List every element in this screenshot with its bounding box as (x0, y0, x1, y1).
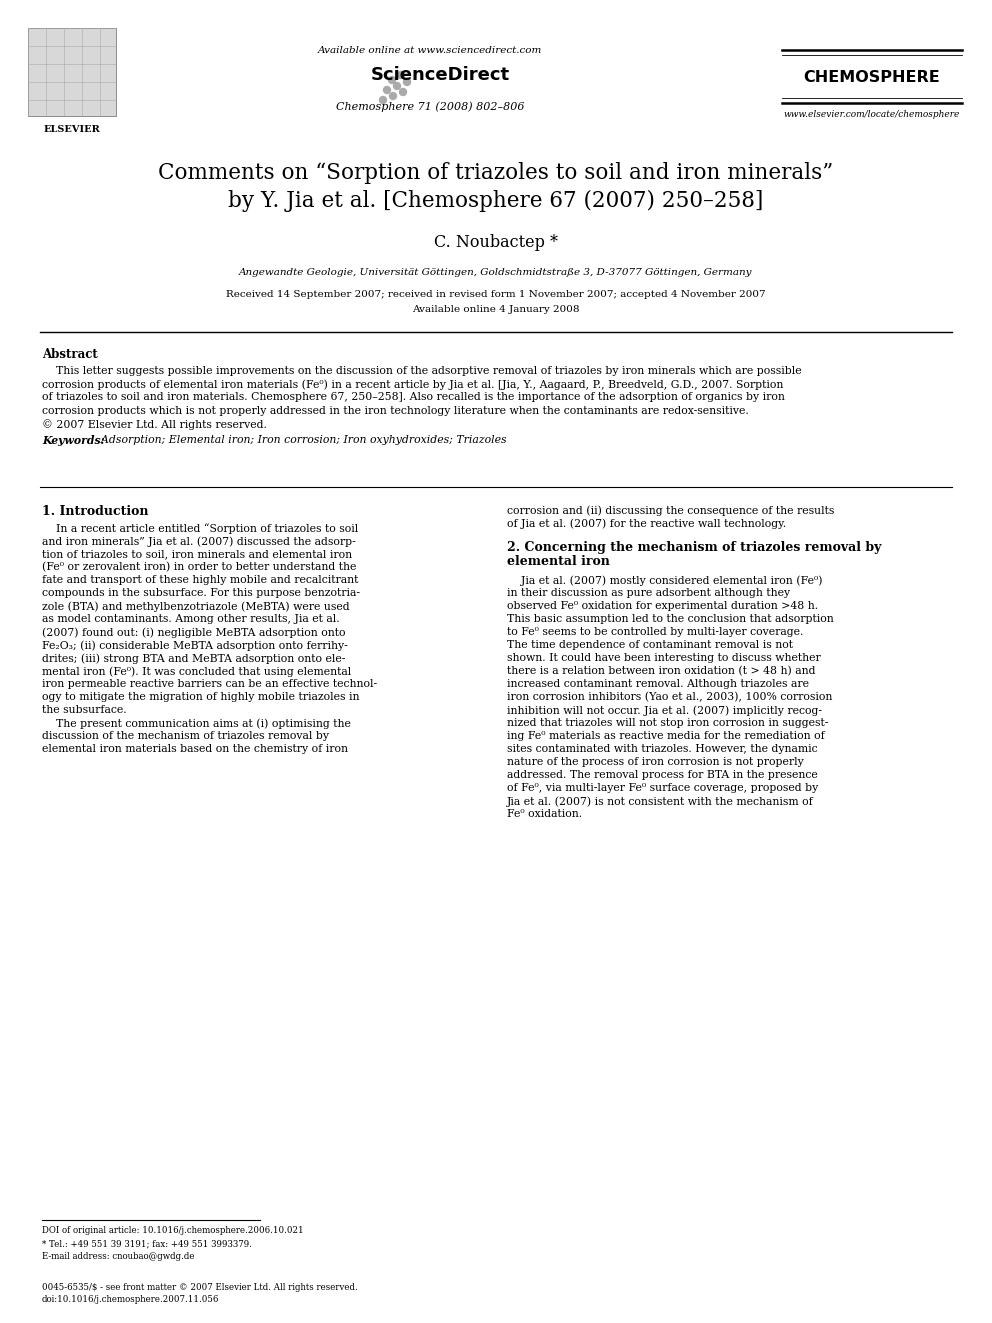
Text: ELSEVIER: ELSEVIER (44, 124, 100, 134)
Text: (2007) found out: (i) negligible MeBTA adsorption onto: (2007) found out: (i) negligible MeBTA a… (42, 627, 345, 638)
Text: drites; (iii) strong BTA and MeBTA adsorption onto ele-: drites; (iii) strong BTA and MeBTA adsor… (42, 654, 345, 664)
Circle shape (394, 82, 401, 90)
Text: E-mail address: cnoubao@gwdg.de: E-mail address: cnoubao@gwdg.de (42, 1252, 194, 1261)
Text: 0045-6535/$ - see front matter © 2007 Elsevier Ltd. All rights reserved.: 0045-6535/$ - see front matter © 2007 El… (42, 1283, 358, 1293)
Text: Available online 4 January 2008: Available online 4 January 2008 (413, 306, 579, 314)
Text: Comments on “Sorption of triazoles to soil and iron minerals”: Comments on “Sorption of triazoles to so… (159, 161, 833, 184)
Text: ing Fe⁰ materials as reactive media for the remediation of: ing Fe⁰ materials as reactive media for … (507, 732, 824, 741)
Text: www.elsevier.com/locate/chemosphere: www.elsevier.com/locate/chemosphere (784, 110, 960, 119)
Text: addressed. The removal process for BTA in the presence: addressed. The removal process for BTA i… (507, 770, 817, 781)
Text: of Fe⁰, via multi-layer Fe⁰ surface coverage, proposed by: of Fe⁰, via multi-layer Fe⁰ surface cove… (507, 783, 818, 792)
Text: zole (BTA) and methylbenzotriazole (MeBTA) were used: zole (BTA) and methylbenzotriazole (MeBT… (42, 601, 349, 611)
Text: Abstract: Abstract (42, 348, 98, 361)
Text: Chemosphere 71 (2008) 802–806: Chemosphere 71 (2008) 802–806 (335, 101, 524, 111)
Circle shape (384, 86, 391, 94)
Circle shape (398, 71, 405, 78)
Text: of Jia et al. (2007) for the reactive wall technology.: of Jia et al. (2007) for the reactive wa… (507, 519, 786, 529)
Text: nized that triazoles will not stop iron corrosion in suggest-: nized that triazoles will not stop iron … (507, 718, 828, 728)
Text: of triazoles to soil and iron materials. Chemosphere 67, 250–258]. Also recalled: of triazoles to soil and iron materials.… (42, 393, 785, 402)
Text: elemental iron: elemental iron (507, 556, 610, 568)
Text: (Fe⁰ or zerovalent iron) in order to better understand the: (Fe⁰ or zerovalent iron) in order to bet… (42, 562, 356, 573)
Text: observed Fe⁰ oxidation for experimental duration >48 h.: observed Fe⁰ oxidation for experimental … (507, 601, 818, 611)
Text: 2. Concerning the mechanism of triazoles removal by: 2. Concerning the mechanism of triazoles… (507, 541, 881, 554)
Text: Keywords:: Keywords: (42, 435, 104, 446)
Text: © 2007 Elsevier Ltd. All rights reserved.: © 2007 Elsevier Ltd. All rights reserved… (42, 419, 267, 430)
Text: Angewandte Geologie, Universität Göttingen, Goldschmidtstraße 3, D-37077 Götting: Angewandte Geologie, Universität Götting… (239, 269, 753, 277)
Text: iron corrosion inhibitors (Yao et al., 2003), 100% corrosion: iron corrosion inhibitors (Yao et al., 2… (507, 692, 832, 703)
Circle shape (380, 97, 387, 103)
Text: 1. Introduction: 1. Introduction (42, 505, 149, 519)
Text: corrosion products of elemental iron materials (Fe⁰) in a recent article by Jia : corrosion products of elemental iron mat… (42, 380, 784, 390)
Text: In a recent article entitled “Sorption of triazoles to soil: In a recent article entitled “Sorption o… (42, 523, 358, 533)
Text: Jia et al. (2007) is not consistent with the mechanism of: Jia et al. (2007) is not consistent with… (507, 796, 813, 807)
Text: iron permeable reactive barriers can be an effective technol-: iron permeable reactive barriers can be … (42, 679, 377, 689)
Text: This letter suggests possible improvements on the discussion of the adsorptive r: This letter suggests possible improvemen… (42, 366, 802, 376)
Circle shape (400, 89, 407, 95)
Text: corrosion products which is not properly addressed in the iron technology litera: corrosion products which is not properly… (42, 406, 749, 415)
Text: This basic assumption led to the conclusion that adsorption: This basic assumption led to the conclus… (507, 614, 833, 624)
Text: Available online at www.sciencedirect.com: Available online at www.sciencedirect.co… (317, 46, 543, 56)
Text: mental iron (Fe⁰). It was concluded that using elemental: mental iron (Fe⁰). It was concluded that… (42, 665, 351, 676)
Text: elemental iron materials based on the chemistry of iron: elemental iron materials based on the ch… (42, 744, 348, 754)
Text: by Y. Jia et al. [Chemosphere 67 (2007) 250–258]: by Y. Jia et al. [Chemosphere 67 (2007) … (228, 191, 764, 212)
Text: there is a relation between iron oxidation (t > 48 h) and: there is a relation between iron oxidati… (507, 665, 815, 676)
Text: inhibition will not occur. Jia et al. (2007) implicitly recog-: inhibition will not occur. Jia et al. (2… (507, 705, 822, 716)
Text: CHEMOSPHERE: CHEMOSPHERE (804, 70, 940, 85)
Text: Fe₂O₃; (ii) considerable MeBTA adsorption onto ferrihy-: Fe₂O₃; (ii) considerable MeBTA adsorptio… (42, 640, 348, 651)
Text: doi:10.1016/j.chemosphere.2007.11.056: doi:10.1016/j.chemosphere.2007.11.056 (42, 1295, 219, 1304)
Text: the subsurface.: the subsurface. (42, 705, 127, 714)
Bar (28, 28, 116, 116)
Text: DOI of original article: 10.1016/j.chemosphere.2006.10.021: DOI of original article: 10.1016/j.chemo… (42, 1226, 304, 1234)
Text: tion of triazoles to soil, iron minerals and elemental iron: tion of triazoles to soil, iron minerals… (42, 549, 352, 560)
Circle shape (404, 78, 411, 86)
Text: ScienceDirect: ScienceDirect (370, 66, 510, 83)
Text: corrosion and (ii) discussing the consequence of the results: corrosion and (ii) discussing the conseq… (507, 505, 834, 516)
Text: sites contaminated with triazoles. However, the dynamic: sites contaminated with triazoles. Howev… (507, 744, 817, 754)
Text: Adsorption; Elemental iron; Iron corrosion; Iron oxyhydroxides; Triazoles: Adsorption; Elemental iron; Iron corrosi… (94, 435, 507, 445)
Circle shape (389, 77, 396, 83)
Text: The time dependence of contaminant removal is not: The time dependence of contaminant remov… (507, 640, 793, 650)
Text: C. Noubactep *: C. Noubactep * (434, 234, 558, 251)
Text: in their discussion as pure adsorbent although they: in their discussion as pure adsorbent al… (507, 587, 790, 598)
Text: fate and transport of these highly mobile and recalcitrant: fate and transport of these highly mobil… (42, 576, 358, 585)
Text: Fe⁰ oxidation.: Fe⁰ oxidation. (507, 808, 582, 819)
Text: The present communication aims at (i) optimising the: The present communication aims at (i) op… (42, 718, 351, 729)
Text: ogy to mitigate the migration of highly mobile triazoles in: ogy to mitigate the migration of highly … (42, 692, 359, 703)
Text: shown. It could have been interesting to discuss whether: shown. It could have been interesting to… (507, 654, 820, 663)
Circle shape (390, 93, 397, 99)
Text: as model contaminants. Among other results, Jia et al.: as model contaminants. Among other resul… (42, 614, 339, 624)
Text: * Tel.: +49 551 39 3191; fax: +49 551 3993379.: * Tel.: +49 551 39 3191; fax: +49 551 39… (42, 1240, 252, 1248)
Text: increased contaminant removal. Although triazoles are: increased contaminant removal. Although … (507, 679, 809, 689)
Text: discussion of the mechanism of triazoles removal by: discussion of the mechanism of triazoles… (42, 732, 329, 741)
Text: Received 14 September 2007; received in revised form 1 November 2007; accepted 4: Received 14 September 2007; received in … (226, 290, 766, 299)
Text: to Fe⁰ seems to be controlled by multi-layer coverage.: to Fe⁰ seems to be controlled by multi-l… (507, 627, 804, 636)
Text: compounds in the subsurface. For this purpose benzotria-: compounds in the subsurface. For this pu… (42, 587, 360, 598)
Text: nature of the process of iron corrosion is not properly: nature of the process of iron corrosion … (507, 757, 804, 767)
Text: and iron minerals” Jia et al. (2007) discussed the adsorp-: and iron minerals” Jia et al. (2007) dis… (42, 536, 356, 546)
Text: Jia et al. (2007) mostly considered elemental iron (Fe⁰): Jia et al. (2007) mostly considered elem… (507, 576, 822, 586)
